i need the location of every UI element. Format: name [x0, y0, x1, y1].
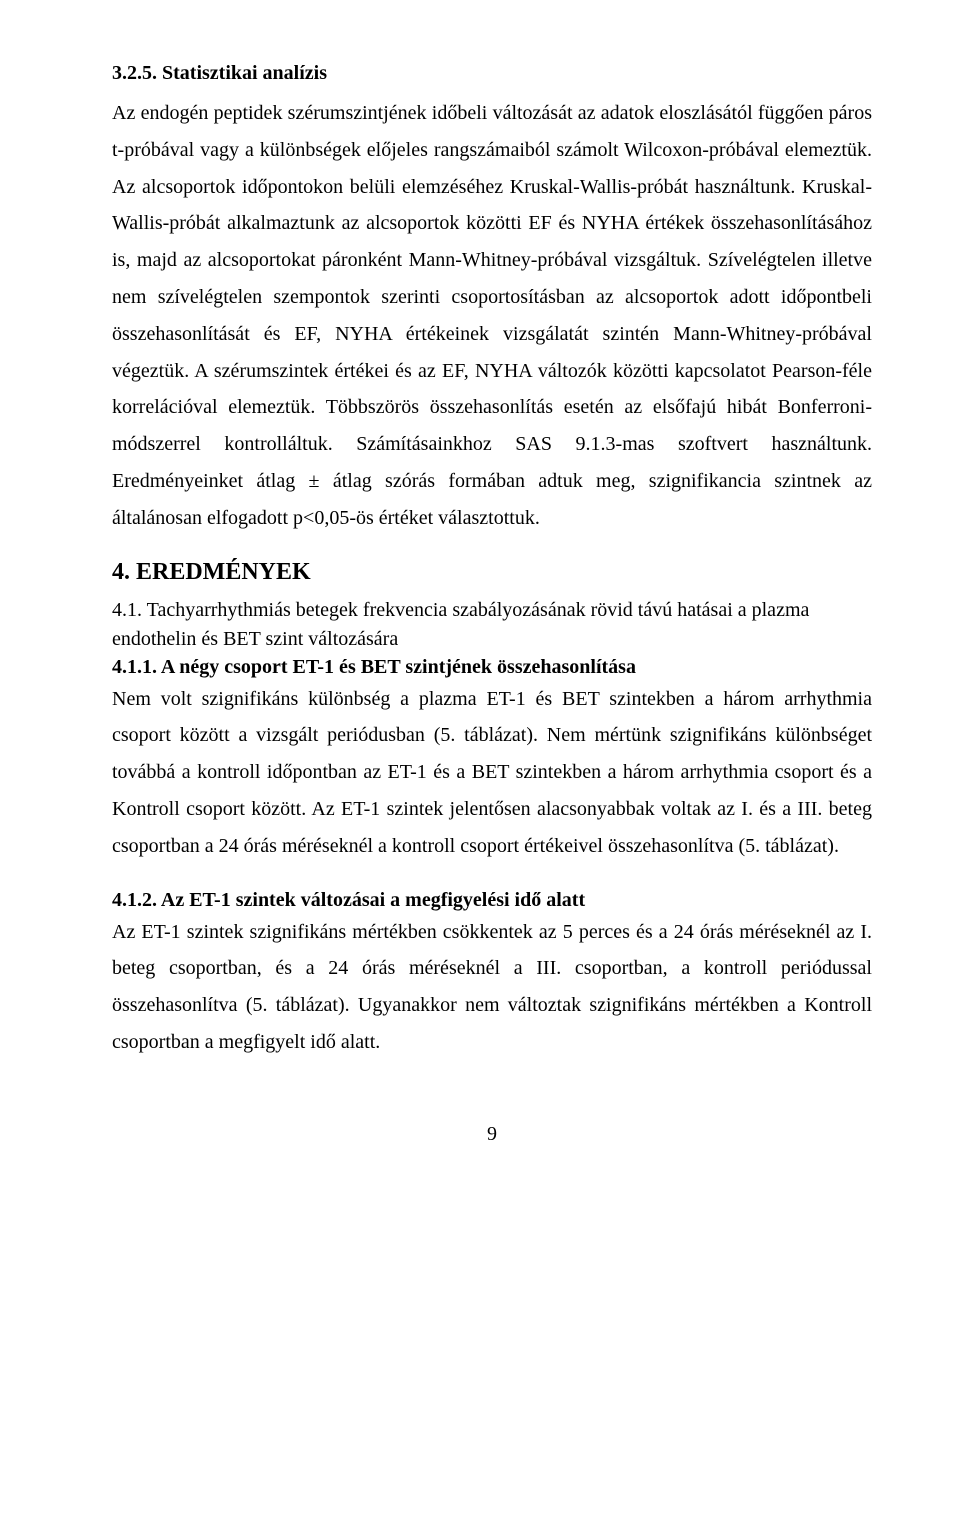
heading-3-2-5: 3.2.5. Statisztikai analízis	[112, 62, 872, 85]
paragraph-4-1-1: Nem volt szignifikáns különbség a plazma…	[112, 681, 872, 865]
paragraph-4-1-2: Az ET-1 szintek szignifikáns mértékben c…	[112, 914, 872, 1061]
heading-4-1-2: 4.1.2. Az ET-1 szintek változásai a megf…	[112, 889, 872, 912]
paragraph-3-2-5: Az endogén peptidek szérumszintjének idő…	[112, 95, 872, 537]
heading-4: 4. EREDMÉNYEK	[112, 559, 872, 586]
document-page: 3.2.5. Statisztikai analízis Az endogén …	[0, 0, 960, 1186]
heading-4-1: 4.1. Tachyarrhythmiás betegek frekvencia…	[112, 596, 872, 654]
heading-4-1-1: 4.1.1. A négy csoport ET-1 és BET szintj…	[112, 656, 872, 679]
page-number: 9	[112, 1123, 872, 1146]
